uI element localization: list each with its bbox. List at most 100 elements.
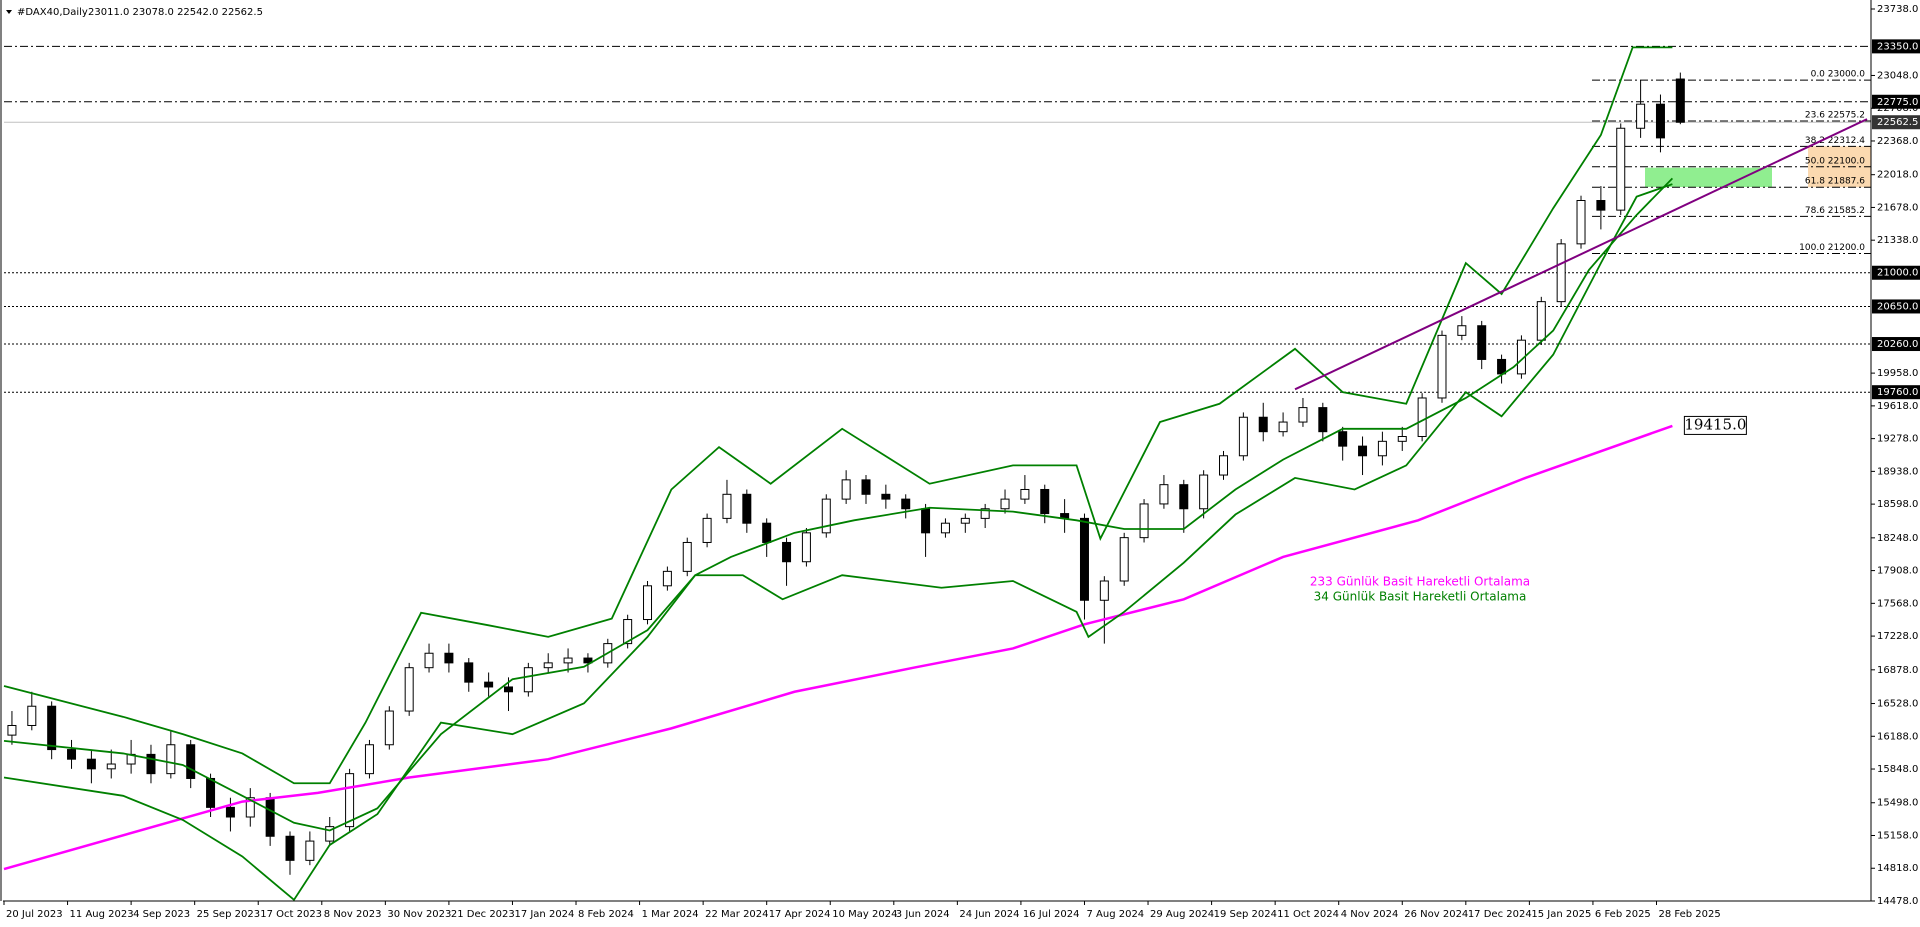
- x-tick-label: 3 Jun 2024: [896, 909, 950, 920]
- x-tick-label: 16 Jul 2024: [1023, 909, 1080, 920]
- candle-body: [940, 522, 950, 534]
- x-tick-label: 19 Sep 2024: [1214, 909, 1277, 920]
- x-tick-label: 17 Oct 2023: [260, 909, 322, 920]
- x-tick-label: 4 Nov 2024: [1341, 909, 1399, 920]
- level-price-label: 23350.0: [1877, 41, 1918, 52]
- level-price-label: 19760.0: [1877, 387, 1918, 398]
- candle-body: [1437, 334, 1447, 399]
- candle-body: [404, 667, 414, 712]
- x-tick-label: 11 Oct 2024: [1277, 909, 1339, 920]
- candle-body: [503, 686, 513, 693]
- legend-entry: 34 Günlük Basit Hareketli Ortalama: [1314, 590, 1527, 604]
- ma-label-box: [1683, 415, 1747, 435]
- x-tick-label: 11 Aug 2023: [70, 909, 134, 920]
- candle-body: [1675, 78, 1685, 123]
- x-tick-label: 8 Feb 2024: [578, 909, 634, 920]
- level-price-box: [1872, 39, 1920, 54]
- candle-body: [1139, 503, 1149, 539]
- x-tick-label: 1 Mar 2024: [642, 909, 699, 920]
- y-tick-label: 22018.0: [1877, 170, 1918, 181]
- x-tick-label: 29 Aug 2024: [1150, 909, 1214, 920]
- candle-body: [345, 773, 355, 828]
- candle-body: [523, 667, 533, 693]
- fib-label: 23.6 22575.2: [1805, 111, 1865, 121]
- candle-body: [325, 826, 335, 842]
- candle-body: [1655, 103, 1665, 139]
- candle-body: [1358, 445, 1368, 457]
- level-price-box: [1872, 115, 1920, 130]
- candle-body: [722, 493, 732, 519]
- chart-title: #DAX40,Daily: [17, 7, 88, 18]
- candle-body: [1636, 103, 1646, 129]
- x-tick-label: 25 Sep 2023: [197, 909, 260, 920]
- y-tick-label: 16188.0: [1877, 731, 1918, 742]
- ma-label: 19415.0: [1684, 415, 1746, 433]
- candle-body: [166, 744, 176, 775]
- candle-body: [1457, 325, 1467, 336]
- y-tick-label: 17568.0: [1877, 598, 1918, 609]
- candle-body: [1338, 431, 1348, 447]
- y-tick-label: 23738.0: [1877, 4, 1918, 15]
- candle-body: [881, 493, 891, 500]
- y-tick-label: 23048.0: [1877, 70, 1918, 81]
- menu-triangle[interactable]: [6, 10, 12, 14]
- candle-body: [1040, 488, 1050, 515]
- x-tick-label: 20 Jul 2023: [6, 909, 63, 920]
- candle-body: [682, 541, 692, 572]
- x-tick-label: 22 Mar 2024: [705, 909, 768, 920]
- candle-body: [86, 758, 96, 770]
- candle-body: [901, 498, 911, 510]
- x-tick-label: 10 May 2024: [832, 909, 897, 920]
- candle-body: [782, 541, 792, 563]
- candle-body: [1556, 243, 1566, 303]
- candle-body: [662, 570, 672, 587]
- y-tick-label: 21338.0: [1877, 235, 1918, 246]
- indicator-line: [3, 183, 1673, 902]
- fib-label: 61.8 21887.6: [1805, 177, 1865, 187]
- candle-body: [106, 763, 116, 770]
- candle-body: [384, 710, 394, 746]
- level-price-box: [1872, 299, 1920, 314]
- candle-body: [861, 479, 871, 495]
- x-tick-label: 21 Dec 2023: [451, 909, 515, 920]
- candle-body: [424, 652, 434, 669]
- candle-body: [563, 657, 573, 664]
- candle-body: [464, 662, 474, 683]
- candle-body: [146, 753, 156, 775]
- level-price-label: 21000.0: [1877, 268, 1918, 279]
- candle-body: [1397, 436, 1407, 442]
- x-tick-label: 17 Apr 2024: [769, 909, 831, 920]
- candle-body: [1000, 498, 1010, 510]
- candle-body: [1020, 488, 1030, 500]
- x-tick-label: 17 Dec 2024: [1468, 909, 1532, 920]
- level-price-label: 22562.5: [1877, 117, 1918, 128]
- candle-body: [206, 777, 216, 808]
- candle-body: [1159, 484, 1169, 505]
- candle-body: [1576, 200, 1586, 245]
- indicator-line: [3, 46, 1673, 785]
- candle-body: [583, 657, 593, 664]
- y-tick-label: 15498.0: [1877, 798, 1918, 809]
- y-tick-label: 21678.0: [1877, 202, 1918, 213]
- candle-body: [7, 724, 17, 736]
- fib-label: 38.2 22312.4: [1805, 136, 1865, 146]
- candle-body: [921, 508, 931, 534]
- candle-body: [1179, 484, 1189, 510]
- support-zone: [1645, 167, 1772, 188]
- candle-body: [305, 840, 315, 861]
- candle-body: [1099, 580, 1109, 601]
- y-tick-label: 19958.0: [1877, 368, 1918, 379]
- candle-body: [1536, 301, 1546, 341]
- candle-body: [1596, 200, 1606, 211]
- candle-body: [801, 532, 811, 563]
- y-tick-label: 14478.0: [1877, 896, 1918, 907]
- x-tick-label: 17 Jan 2024: [514, 909, 574, 920]
- candle-body: [1219, 455, 1229, 476]
- candle-body: [1377, 440, 1387, 457]
- candle-body: [265, 797, 275, 837]
- candle-body: [1298, 407, 1308, 423]
- fib-label: 50.0 22100.0: [1805, 156, 1865, 166]
